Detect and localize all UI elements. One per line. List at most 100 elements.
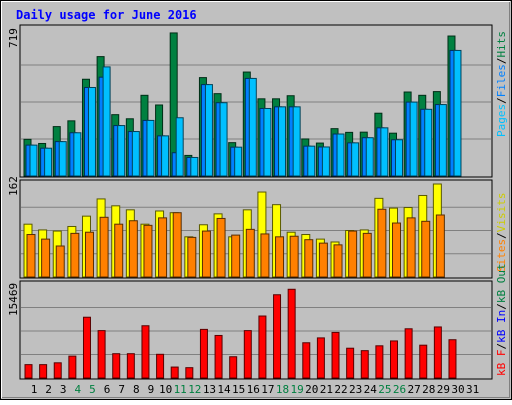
bar-sites-day-28 <box>421 220 431 278</box>
bar-sites-day-17 <box>260 233 270 278</box>
bar-pages-day-14 <box>219 102 228 177</box>
bar-sites-day-21 <box>318 242 328 278</box>
legend-label-middle-part-0: Sites <box>495 239 508 272</box>
bar-kb-f-day-28 <box>419 344 428 379</box>
bar-sites-day-4 <box>70 232 80 278</box>
legend-label-middle: Sites/Visits <box>495 193 508 273</box>
bar-pages-day-29 <box>438 104 447 177</box>
bar-pages-day-6 <box>102 66 111 177</box>
legend-label-bottom-part-4: kB Out <box>495 263 508 303</box>
bar-sites-day-19 <box>289 235 299 278</box>
bar-pages-day-21 <box>321 146 330 177</box>
bar-sites-day-5 <box>84 231 94 278</box>
x-label-day-30: 30 <box>451 383 464 396</box>
bar-pages-day-7 <box>117 125 126 177</box>
bar-kb-f-day-21 <box>316 337 325 379</box>
bar-pages-day-25 <box>380 127 389 177</box>
bar-sites-day-27 <box>406 217 416 278</box>
bar-kb-f-day-17 <box>258 315 267 379</box>
bar-pages-day-22 <box>336 133 345 177</box>
bar-sites-day-16 <box>245 228 255 278</box>
bar-pages-day-24 <box>365 137 374 177</box>
bar-sites-day-7 <box>114 223 124 278</box>
bar-sites-day-3 <box>55 245 65 278</box>
bar-pages-day-15 <box>234 146 243 177</box>
x-label-day-9: 9 <box>148 383 155 396</box>
bar-kb-f-day-6 <box>97 330 106 379</box>
bar-kb-f-day-13 <box>199 328 208 379</box>
bar-kb-f-day-30 <box>448 339 457 379</box>
bar-pages-day-5 <box>87 86 96 177</box>
legend-label-bottom-part-2: kB In <box>495 310 508 343</box>
bar-sites-day-8 <box>128 220 138 278</box>
bar-kb-f-day-14 <box>214 334 223 379</box>
legend-label-bottom-part-1: / <box>495 343 508 350</box>
legend-label-top-part-4: Hits <box>495 31 508 58</box>
bar-kb-f-day-18 <box>273 294 282 379</box>
ymax-label-middle: 162 <box>7 176 20 196</box>
bar-pages-day-3 <box>58 141 67 177</box>
x-label-day-17: 17 <box>261 383 274 396</box>
bar-sites-day-12 <box>187 236 197 278</box>
x-label-day-6: 6 <box>104 383 111 396</box>
bar-sites-day-14 <box>216 217 226 278</box>
bar-kb-f-day-16 <box>243 330 252 379</box>
x-label-day-19: 19 <box>291 383 304 396</box>
legend-label-top-part-1: / <box>495 97 508 104</box>
legend-label-top-part-2: Files <box>495 64 508 97</box>
bar-kb-f-day-27 <box>404 328 413 379</box>
x-label-day-25: 25 <box>378 383 391 396</box>
bar-pages-day-19 <box>292 106 301 177</box>
bar-kb-f-day-5 <box>82 316 91 379</box>
x-label-day-8: 8 <box>133 383 140 396</box>
bar-sites-day-29 <box>435 214 445 278</box>
bar-sites-day-15 <box>231 234 241 278</box>
bar-sites-day-23 <box>348 230 358 278</box>
bar-sites-day-6 <box>99 216 109 278</box>
x-label-day-21: 21 <box>320 383 333 396</box>
bar-kb-f-day-29 <box>433 326 442 379</box>
bar-kb-f-day-7 <box>112 353 121 379</box>
x-label-day-13: 13 <box>203 383 216 396</box>
bar-kb-f-day-26 <box>390 340 398 379</box>
bar-kb-f-day-23 <box>346 347 355 379</box>
x-label-day-12: 12 <box>188 383 201 396</box>
ymax-label-bottom: 15469 <box>7 283 20 316</box>
bar-sites-day-2 <box>41 238 51 278</box>
x-label-day-24: 24 <box>364 383 378 396</box>
bar-kb-f-day-9 <box>141 325 150 379</box>
bar-pages-day-17 <box>263 107 272 177</box>
bar-kb-f-day-2 <box>39 364 48 379</box>
bar-kb-f-day-10 <box>156 353 165 379</box>
x-axis-labels: 1 2 3 4 5 6 7 8 9 10 11 12 13 14 15 16 17 18 19 20 21 22 23 24 2… <box>31 383 480 396</box>
legend-label-middle-part-1: / <box>495 232 508 239</box>
bar-kb-f-day-22 <box>331 331 340 379</box>
x-label-day-20: 20 <box>305 383 318 396</box>
x-label-day-27: 27 <box>407 383 420 396</box>
bar-sites-day-11 <box>172 212 182 278</box>
x-label-day-7: 7 <box>118 383 125 396</box>
bar-kb-f-day-24 <box>360 350 369 379</box>
bar-pages-day-18 <box>278 106 287 177</box>
bar-pages-day-13 <box>204 84 213 177</box>
x-label-day-26: 26 <box>393 383 406 396</box>
bar-pages-day-2 <box>44 147 53 177</box>
x-label-day-5: 5 <box>89 383 96 396</box>
bar-kb-f-day-8 <box>126 353 135 379</box>
bar-kb-f-day-12 <box>185 367 194 379</box>
x-label-day-3: 3 <box>60 383 67 396</box>
bar-sites-day-13 <box>201 230 211 278</box>
bar-sites-day-25 <box>377 208 387 278</box>
bar-sites-day-22 <box>333 244 343 278</box>
bar-pages-day-27 <box>409 101 418 177</box>
legend-label-top: Pages/Files/Hits <box>495 31 508 137</box>
ymax-label-top: 719 <box>7 28 20 48</box>
legend-label-bottom-part-3: / <box>495 303 508 310</box>
bar-kb-f-day-20 <box>302 342 311 379</box>
bar-kb-f-day-3 <box>53 362 62 379</box>
bar-sites-day-26 <box>392 222 401 278</box>
bars-layer <box>23 32 462 379</box>
bar-pages-day-20 <box>307 145 316 177</box>
